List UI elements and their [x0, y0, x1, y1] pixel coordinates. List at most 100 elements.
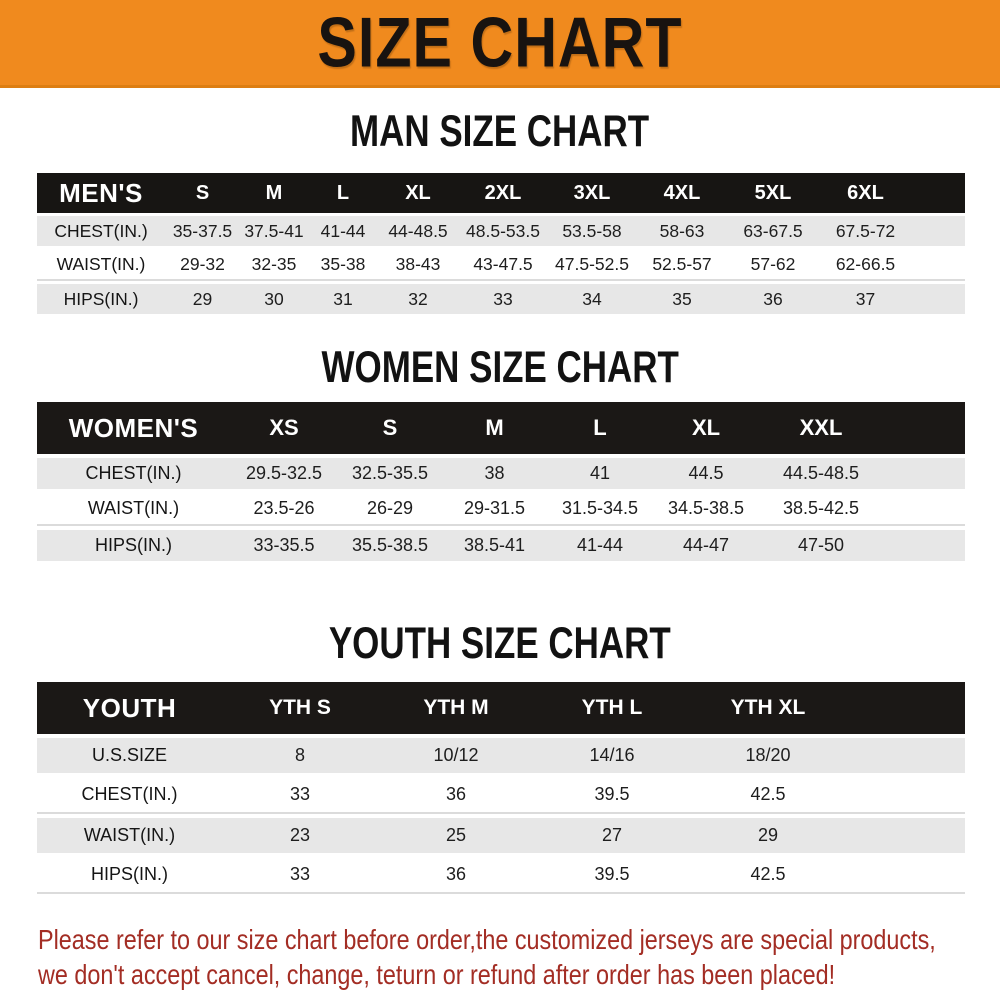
youth-section-heading: YOUTH SIZE CHART	[329, 619, 671, 669]
cell-value: 8	[222, 738, 378, 773]
column-header: M	[240, 173, 308, 213]
spacer-cell	[913, 284, 965, 314]
men-size-table: MEN'S S M L XL 2XL 3XL 4XL 5XL 6XL CHEST(IN.) 35-37…	[37, 170, 965, 317]
cell-value: 44-47	[653, 530, 759, 561]
column-header: M	[442, 402, 547, 454]
cell-value: 47-50	[759, 530, 883, 561]
cell-value: 23.5-26	[230, 493, 338, 526]
women-size-table: WOMEN'S XS S M L XL XXL CHEST(IN.) 29.5-32.5 32.5…	[37, 398, 965, 565]
cell-value: 31	[308, 284, 378, 314]
cell-value: 32	[378, 284, 458, 314]
women-section-heading: WOMEN SIZE CHART	[321, 343, 679, 393]
cell-value: 58-63	[636, 216, 728, 246]
cell-value: 57-62	[728, 249, 818, 281]
cell-value: 42.5	[690, 857, 846, 894]
row-label: HIPS(IN.)	[37, 857, 222, 894]
cell-value: 33	[458, 284, 548, 314]
cell-value: 29	[690, 818, 846, 853]
cell-value: 33-35.5	[230, 530, 338, 561]
cell-value: 31.5-34.5	[547, 493, 653, 526]
cell-value: 18/20	[690, 738, 846, 773]
cell-value: 41	[547, 458, 653, 489]
men-section-heading-wrap: MAN SIZE CHART	[0, 107, 1000, 157]
table-row: WAIST(IN.) 23.5-26 26-29 29-31.5 31.5-34.5 34…	[37, 493, 965, 526]
cell-value: 36	[378, 777, 534, 814]
column-header: S	[165, 173, 240, 213]
cell-value: 14/16	[534, 738, 690, 773]
banner-title: SIZE CHART	[317, 2, 683, 83]
cell-value: 41-44	[547, 530, 653, 561]
cell-value: 34.5-38.5	[653, 493, 759, 526]
column-header: YTH L	[534, 682, 690, 734]
cell-value: 44.5	[653, 458, 759, 489]
cell-value: 35	[636, 284, 728, 314]
column-header: YTH XL	[690, 682, 846, 734]
cell-value: 29-31.5	[442, 493, 547, 526]
cell-value: 37.5-41	[240, 216, 308, 246]
table-row: WAIST(IN.) 23 25 27 29	[37, 818, 965, 853]
men-section-heading: MAN SIZE CHART	[350, 107, 650, 157]
cell-value: 30	[240, 284, 308, 314]
spacer-cell	[913, 173, 965, 213]
spacer-cell	[913, 216, 965, 246]
spacer-cell	[846, 738, 965, 773]
row-label: CHEST(IN.)	[37, 458, 230, 489]
cell-value: 41-44	[308, 216, 378, 246]
column-header: 3XL	[548, 173, 636, 213]
row-label: WAIST(IN.)	[37, 249, 165, 281]
table-row: CHEST(IN.) 29.5-32.5 32.5-35.5 38 41 44.5 44.5…	[37, 458, 965, 489]
cell-value: 44-48.5	[378, 216, 458, 246]
cell-value: 35.5-38.5	[338, 530, 442, 561]
column-header: 6XL	[818, 173, 913, 213]
column-header: S	[338, 402, 442, 454]
column-header: XS	[230, 402, 338, 454]
cell-value: 26-29	[338, 493, 442, 526]
row-label: CHEST(IN.)	[37, 216, 165, 246]
cell-value: 39.5	[534, 777, 690, 814]
row-label: WAIST(IN.)	[37, 818, 222, 853]
cell-value: 34	[548, 284, 636, 314]
cell-value: 29.5-32.5	[230, 458, 338, 489]
cell-value: 35-38	[308, 249, 378, 281]
cell-value: 52.5-57	[636, 249, 728, 281]
table-row: CHEST(IN.) 33 36 39.5 42.5	[37, 777, 965, 814]
size-chart-banner: SIZE CHART	[0, 0, 1000, 88]
table-header-row: MEN'S S M L XL 2XL 3XL 4XL 5XL 6XL	[37, 173, 965, 213]
spacer-cell	[846, 682, 965, 734]
table-row: WAIST(IN.) 29-32 32-35 35-38 38-43 43-47.5 47.…	[37, 249, 965, 281]
column-header: XXL	[759, 402, 883, 454]
cell-value: 67.5-72	[818, 216, 913, 246]
table-row: U.S.SIZE 8 10/12 14/16 18/20	[37, 738, 965, 773]
column-header: XL	[653, 402, 759, 454]
cell-value: 37	[818, 284, 913, 314]
spacer-cell	[846, 857, 965, 894]
spacer-cell	[846, 777, 965, 814]
youth-size-table: YOUTH YTH S YTH M YTH L YTH XL U.S.SIZE 8 10/12…	[37, 678, 965, 898]
youth-section-heading-wrap: YOUTH SIZE CHART	[0, 619, 1000, 669]
cell-value: 29-32	[165, 249, 240, 281]
cell-value: 35-37.5	[165, 216, 240, 246]
column-header: YTH S	[222, 682, 378, 734]
column-header: 5XL	[728, 173, 818, 213]
cell-value: 63-67.5	[728, 216, 818, 246]
cell-value: 27	[534, 818, 690, 853]
cell-value: 38.5-42.5	[759, 493, 883, 526]
cell-value: 38	[442, 458, 547, 489]
cell-value: 33	[222, 857, 378, 894]
cell-value: 33	[222, 777, 378, 814]
table-header-label: MEN'S	[37, 173, 165, 213]
spacer-cell	[883, 402, 965, 454]
row-label: CHEST(IN.)	[37, 777, 222, 814]
table-header-row: YOUTH YTH S YTH M YTH L YTH XL	[37, 682, 965, 734]
cell-value: 38-43	[378, 249, 458, 281]
row-label: WAIST(IN.)	[37, 493, 230, 526]
spacer-cell	[883, 493, 965, 526]
cell-value: 38.5-41	[442, 530, 547, 561]
order-disclaimer-note: Please refer to our size chart before or…	[38, 922, 1000, 992]
note-line-2: we don't accept cancel, change, teturn o…	[38, 959, 836, 990]
spacer-cell	[846, 818, 965, 853]
cell-value: 47.5-52.5	[548, 249, 636, 281]
spacer-cell	[913, 249, 965, 281]
cell-value: 25	[378, 818, 534, 853]
cell-value: 36	[378, 857, 534, 894]
